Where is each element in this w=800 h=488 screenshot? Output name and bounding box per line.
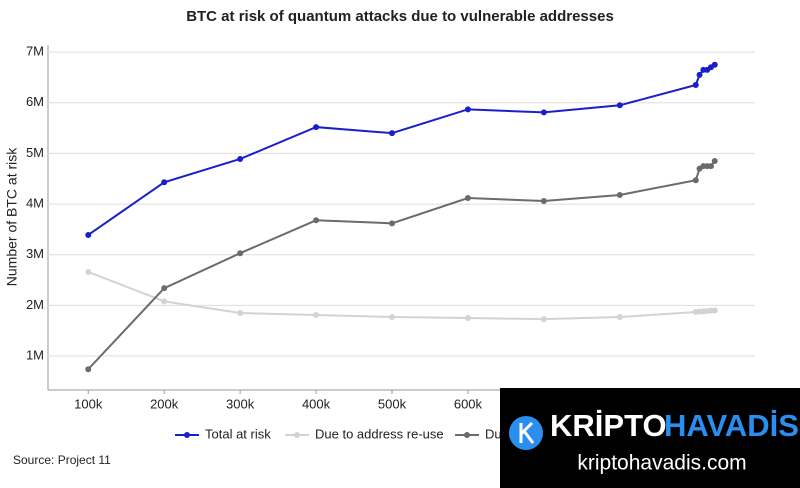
point bbox=[616, 191, 623, 198]
watermark-icon-k bbox=[519, 421, 535, 444]
point bbox=[85, 231, 92, 238]
series-line bbox=[87, 63, 716, 236]
point bbox=[616, 102, 623, 109]
x-tick-label: 100k bbox=[74, 396, 103, 411]
plot: 1M 2M 3M 4M 5M 6M 7M 100k 200k 300k 400k 500k 600k bbox=[26, 44, 755, 411]
y-tick-label: 7M bbox=[26, 44, 44, 59]
point bbox=[692, 82, 699, 89]
point bbox=[237, 250, 244, 257]
y-tick-label: 4M bbox=[26, 196, 44, 211]
point bbox=[161, 179, 168, 186]
watermark: KRİPTO HAVADİS kriptohavadis.com bbox=[500, 388, 800, 488]
point bbox=[464, 315, 471, 322]
legend-point bbox=[184, 432, 190, 438]
y-axis-label: Number of BTC at risk bbox=[4, 147, 20, 286]
y-tick-label: 5M bbox=[26, 145, 44, 160]
point bbox=[389, 314, 396, 321]
point bbox=[464, 106, 471, 113]
point bbox=[85, 268, 92, 275]
watermark-brand-left: KRİPTO bbox=[550, 408, 667, 443]
point bbox=[161, 285, 168, 292]
point bbox=[237, 309, 244, 316]
legend: Total at risk Due to address re-use Due bbox=[175, 426, 509, 441]
x-tick-label: 200k bbox=[150, 396, 179, 411]
point bbox=[540, 109, 547, 116]
point bbox=[540, 316, 547, 323]
point bbox=[313, 217, 320, 224]
point bbox=[161, 298, 168, 305]
chart-title: BTC at risk of quantum attacks due to vu… bbox=[186, 8, 614, 25]
point bbox=[85, 366, 92, 373]
legend-point bbox=[464, 432, 470, 438]
y-tick-label: 3M bbox=[26, 246, 44, 261]
source: Source: Project 11 bbox=[13, 453, 111, 467]
legend-point bbox=[294, 432, 300, 438]
point bbox=[711, 158, 718, 165]
point bbox=[696, 71, 703, 78]
x-tick-label: 300k bbox=[226, 396, 255, 411]
legend-label: Due to address re-use bbox=[315, 426, 444, 441]
y-tick-label: 1M bbox=[26, 347, 44, 362]
point bbox=[540, 198, 547, 205]
y-tick-label: 2M bbox=[26, 297, 44, 312]
watermark-box bbox=[500, 388, 800, 488]
x-tick-label: 600k bbox=[454, 396, 483, 411]
point bbox=[707, 163, 714, 170]
legend-label: Total at risk bbox=[205, 426, 271, 441]
y-tick-label: 6M bbox=[26, 94, 44, 109]
point bbox=[389, 130, 396, 137]
x-tick-label: 500k bbox=[378, 396, 407, 411]
point bbox=[711, 61, 718, 68]
point bbox=[616, 314, 623, 321]
watermark-url: kriptohavadis.com bbox=[577, 452, 746, 475]
point bbox=[692, 177, 699, 184]
point bbox=[313, 312, 320, 319]
point bbox=[711, 307, 718, 314]
point bbox=[313, 124, 320, 131]
point bbox=[237, 155, 244, 162]
point bbox=[464, 194, 471, 201]
point bbox=[389, 220, 396, 227]
x-tick-label: 400k bbox=[302, 396, 331, 411]
watermark-brand-right: HAVADİS bbox=[664, 408, 799, 443]
